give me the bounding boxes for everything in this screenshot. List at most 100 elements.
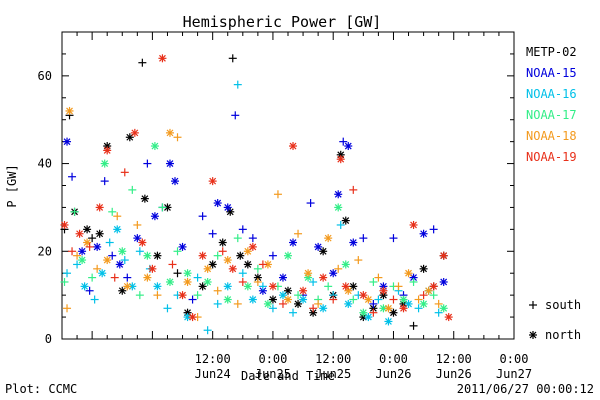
legend-entry: NOAA-19	[526, 150, 577, 164]
legend-entry: NOAA-18	[526, 129, 577, 143]
north-marker-icon	[529, 331, 537, 339]
south-point	[188, 295, 197, 304]
north-point	[334, 203, 343, 212]
south-point	[389, 234, 398, 243]
south-point	[203, 326, 212, 335]
south-point	[374, 273, 383, 282]
north-point	[158, 54, 167, 63]
south-point	[258, 260, 267, 269]
x-axis-label: Date and Time	[241, 369, 335, 383]
south-point	[133, 220, 142, 229]
south-point	[73, 260, 82, 269]
x-tick-time-label: 0:00	[379, 352, 408, 366]
south-point	[168, 260, 177, 269]
north-point	[439, 251, 448, 260]
south-point	[100, 177, 109, 186]
south-point	[434, 299, 443, 308]
south-point	[258, 282, 267, 291]
north-point	[171, 177, 179, 186]
south-point	[173, 269, 182, 278]
south-point	[193, 291, 202, 300]
south-point	[68, 172, 77, 181]
south-point	[213, 299, 222, 308]
north-point	[399, 304, 408, 313]
x-tick-time-label: 12:00	[315, 352, 351, 366]
south-point	[198, 212, 207, 221]
north-point	[95, 229, 104, 238]
x-axis: 12:00Jun240:00Jun2512:00Jun250:00Jun2612…	[61, 32, 532, 381]
north-point	[118, 247, 127, 256]
south-point	[369, 299, 378, 308]
north-point	[341, 282, 350, 291]
north-point	[223, 282, 232, 291]
legend-entry: NOAA-16	[526, 87, 577, 101]
north-point	[100, 159, 109, 168]
north-point	[203, 277, 212, 286]
chart-title: Hemispheric Power [GW]	[183, 13, 382, 31]
south-point	[93, 264, 102, 273]
north-point	[359, 308, 368, 317]
north-point	[148, 264, 157, 273]
north-point	[341, 216, 350, 225]
south-point	[218, 247, 227, 256]
south-point	[120, 256, 129, 265]
south-point	[173, 133, 182, 142]
south-point	[253, 264, 262, 273]
y-tick-label: 40	[38, 157, 52, 171]
north-point	[243, 260, 252, 269]
south-point	[429, 291, 438, 300]
south-point	[324, 282, 333, 291]
south-point	[334, 264, 343, 273]
north-point	[319, 304, 328, 313]
south-point	[213, 251, 222, 260]
north-point	[404, 269, 413, 278]
south-point	[409, 321, 418, 330]
marker-legend: south north	[529, 298, 581, 342]
south-point	[248, 234, 257, 243]
north-point	[389, 308, 398, 317]
south-point	[73, 251, 82, 260]
north-point	[439, 304, 448, 313]
south-point	[349, 295, 358, 304]
north-point	[213, 199, 222, 208]
north-point	[123, 282, 132, 291]
north-point	[379, 304, 388, 313]
north-point	[278, 273, 287, 282]
south-point	[88, 234, 97, 243]
south-point	[369, 277, 378, 286]
north-point	[419, 264, 428, 273]
north-point	[143, 251, 152, 260]
north-point	[248, 242, 257, 251]
footer-credit: Plot: CCMC	[5, 382, 77, 396]
north-point	[83, 225, 92, 234]
north-point	[208, 177, 217, 186]
south-point	[314, 299, 323, 308]
north-point	[198, 251, 207, 260]
north-point	[178, 242, 187, 251]
south-point	[233, 299, 242, 308]
x-tick-time-label: 12:00	[436, 352, 472, 366]
north-point	[140, 194, 149, 203]
south-point	[143, 159, 152, 168]
north-point	[78, 256, 87, 265]
north-point	[379, 286, 388, 295]
south-point	[238, 269, 247, 278]
north-point	[364, 295, 373, 304]
north-point	[349, 238, 358, 247]
x-tick-date-label: Jun25	[255, 367, 291, 381]
south-point	[268, 251, 277, 260]
south-point	[414, 295, 423, 304]
south-point	[70, 207, 79, 216]
north-point	[178, 291, 187, 300]
south-point	[63, 269, 72, 278]
south-point	[289, 308, 298, 317]
south-point	[85, 286, 94, 295]
south-point	[110, 273, 119, 282]
north-point	[349, 282, 358, 291]
north-point	[344, 142, 353, 151]
north-point	[150, 142, 159, 151]
north-point	[153, 251, 162, 260]
north-point	[223, 256, 232, 265]
north-point	[334, 190, 343, 199]
